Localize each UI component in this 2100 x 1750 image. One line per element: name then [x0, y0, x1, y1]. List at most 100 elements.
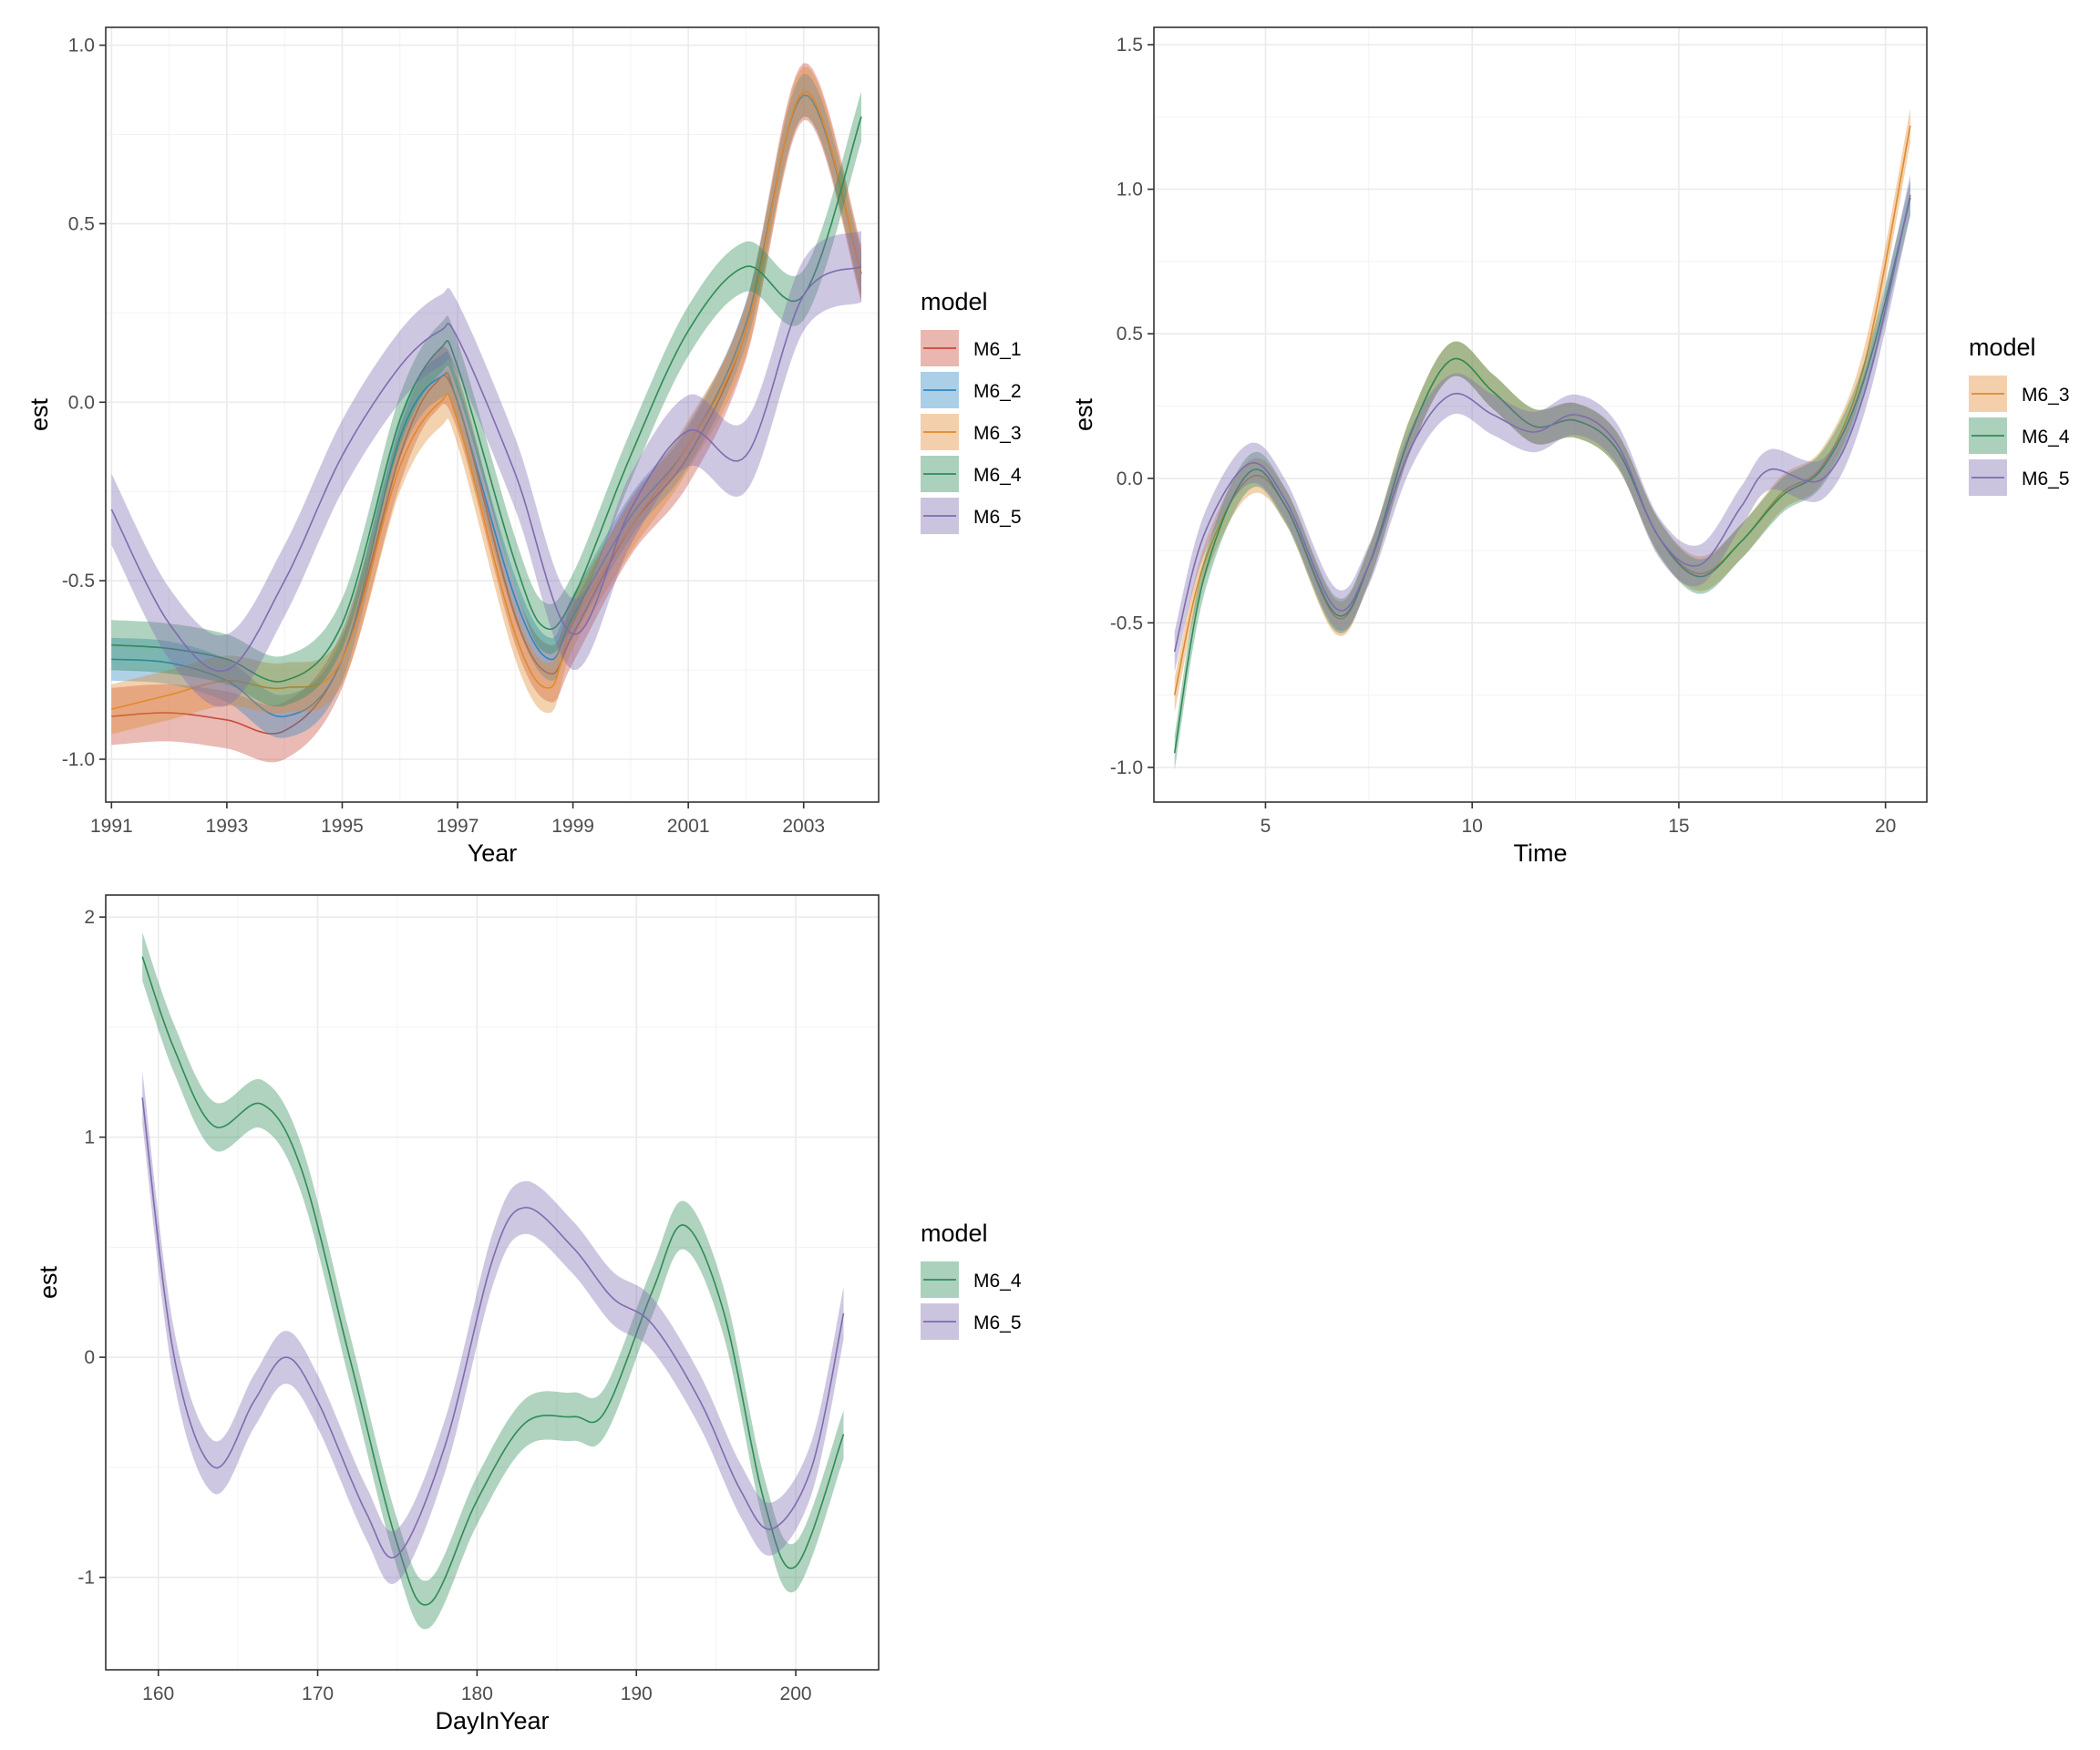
legend-item-m6-5: M6_5 [921, 1303, 1022, 1340]
legend-label: M6_4 [973, 465, 1022, 486]
x-tick-label: 190 [621, 1683, 653, 1704]
panel-time-xticks: 5 10 15 20 [1261, 802, 1896, 837]
y-axis-label-time: est [1070, 397, 1097, 431]
x-tick-label: 5 [1261, 816, 1271, 837]
band-m6-4 [111, 91, 862, 707]
y-tick-label: 1.0 [68, 36, 95, 57]
x-tick-label: 1995 [321, 816, 364, 837]
line-m6-4 [111, 116, 862, 683]
legend-item-m6-5: M6_5 [1969, 459, 2070, 496]
x-tick-label: 2003 [782, 816, 825, 837]
x-tick-label: 2001 [667, 816, 710, 837]
plot-background [1154, 27, 1927, 802]
panel-dayinyear-border [105, 894, 880, 1671]
legend-label: M6_5 [973, 1312, 1022, 1333]
y-tick-label: -0.5 [62, 571, 95, 592]
legend-label: M6_2 [973, 381, 1022, 402]
panel-dayinyear-yticks: -1 0 1 2 [77, 907, 106, 1589]
panel-dayinyear: -1 0 1 2 160 170 180 190 200 DayInYear est mode… [35, 894, 1022, 1735]
band-m6-5 [111, 231, 862, 707]
y-tick-label: -1.0 [62, 749, 95, 770]
x-tick-label: 180 [461, 1683, 493, 1704]
legend-dayinyear: model M6_4 M6_5 [921, 1220, 1022, 1340]
y-tick-label: 0.0 [1117, 468, 1143, 489]
band-m6-5 [1174, 174, 1910, 673]
y-axis-label-dayinyear: est [35, 1265, 62, 1299]
x-tick-label: 1997 [437, 816, 479, 837]
x-axis-label-year: Year [468, 839, 518, 867]
y-tick-label: 0.5 [68, 213, 95, 234]
legend-title: model [921, 1220, 988, 1247]
panel-year-border [105, 26, 880, 803]
y-tick-label: 1.5 [1117, 35, 1143, 56]
legend-item-m6-2: M6_2 [921, 372, 1022, 408]
legend-label: M6_4 [973, 1271, 1022, 1292]
legend-title: model [921, 288, 988, 315]
panel-year-series [110, 63, 862, 763]
panel-year-xticks: 1991 1993 1995 1997 1999 2001 2003 [90, 802, 825, 837]
panel-year-yticks: -1.0 -0.5 0.0 0.5 1.0 [62, 36, 106, 770]
legend-year: model M6_1 M6_2 M6_3 M6_4 M6_5 [921, 288, 1022, 534]
legend-title: model [1969, 334, 2036, 361]
y-tick-label: 0.5 [1117, 324, 1143, 345]
line-m6-5 [110, 265, 862, 673]
x-axis-label-time: Time [1514, 839, 1568, 867]
line-m6-4 [1173, 197, 1911, 754]
x-tick-label: 10 [1461, 816, 1482, 837]
line-m6-4 [141, 956, 845, 1606]
band-m6-5 [142, 1071, 844, 1584]
panel-time-yticks: -1.0 -0.5 0.0 0.5 1.0 1.5 [1110, 35, 1154, 778]
panel-dayinyear-xticks: 160 170 180 190 200 [142, 1670, 812, 1704]
y-tick-label: -1.0 [1110, 757, 1143, 778]
y-tick-label: -1 [77, 1568, 95, 1589]
legend-item-m6-4: M6_4 [1969, 417, 2070, 454]
x-tick-label: 20 [1875, 816, 1896, 837]
legend-label: M6_5 [973, 507, 1022, 528]
panel-year-grid [106, 27, 879, 802]
line-m6-3 [111, 90, 862, 710]
plot-background [106, 895, 879, 1670]
y-axis-label-year: est [26, 397, 53, 431]
legend-label: M6_1 [973, 339, 1022, 360]
legend-label: M6_5 [2022, 468, 2070, 489]
legend-label: M6_3 [2022, 385, 2070, 406]
x-tick-label: 1991 [90, 816, 133, 837]
band-m6-1 [111, 63, 862, 763]
legend-item-m6-4: M6_4 [921, 1261, 1022, 1298]
panel-time-grid [1154, 27, 1927, 802]
panel-time-border [1153, 26, 1928, 803]
x-tick-label: 170 [302, 1683, 334, 1704]
y-tick-label: 0 [84, 1347, 95, 1368]
panel-dayinyear-grid [106, 895, 879, 1670]
line-m6-5 [1173, 194, 1911, 653]
y-tick-label: 1 [84, 1127, 95, 1148]
legend-item-m6-1: M6_1 [921, 330, 1022, 366]
legend-item-m6-3: M6_3 [921, 414, 1022, 450]
x-tick-label: 160 [142, 1683, 174, 1704]
x-tick-label: 200 [780, 1683, 812, 1704]
y-tick-label: -0.5 [1110, 612, 1143, 633]
legend-item-m6-5: M6_5 [921, 498, 1022, 534]
x-tick-label: 1999 [551, 816, 594, 837]
panel-year: -1.0 -0.5 0.0 0.5 1.0 1991 1993 1995 1997 1999 20… [26, 26, 1022, 867]
legend-time: model M6_3 M6_4 M6_5 [1969, 334, 2070, 496]
line-m6-1 [111, 90, 862, 735]
legend-label: M6_4 [2022, 427, 2070, 448]
line-m6-5 [141, 1097, 845, 1559]
panel-time-series [1173, 108, 1911, 771]
y-tick-label: 0.0 [68, 392, 95, 413]
y-tick-label: 2 [84, 907, 95, 928]
band-m6-3 [1174, 108, 1910, 713]
band-m6-4 [142, 932, 844, 1630]
y-tick-label: 1.0 [1117, 180, 1143, 201]
panel-dayinyear-series [141, 932, 845, 1630]
band-m6-3 [111, 67, 862, 735]
panel-time: -1.0 -0.5 0.0 0.5 1.0 1.5 5 10 15 20 Time est mo… [1070, 26, 2070, 867]
legend-label: M6_3 [973, 423, 1022, 444]
x-axis-label-dayinyear: DayInYear [435, 1707, 549, 1735]
line-m6-2 [111, 94, 862, 718]
x-tick-label: 15 [1668, 816, 1689, 837]
legend-item-m6-3: M6_3 [1969, 376, 2070, 412]
legend-item-m6-4: M6_4 [921, 456, 1022, 492]
